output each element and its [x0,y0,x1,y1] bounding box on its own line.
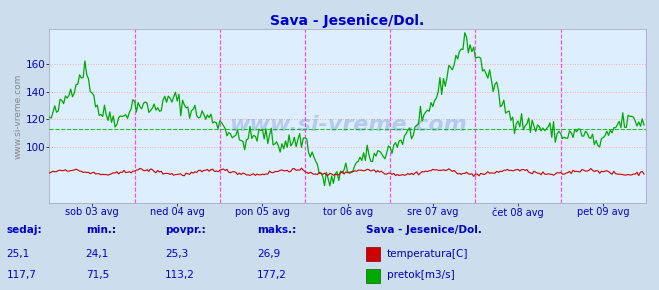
Text: pretok[m3/s]: pretok[m3/s] [387,270,455,280]
Text: 24,1: 24,1 [86,249,109,259]
Text: 113,2: 113,2 [165,270,194,280]
Text: 25,1: 25,1 [7,249,30,259]
Text: 71,5: 71,5 [86,270,109,280]
Y-axis label: www.si-vreme.com: www.si-vreme.com [14,73,22,159]
Text: temperatura[C]: temperatura[C] [387,249,469,259]
Text: 25,3: 25,3 [165,249,188,259]
Text: maks.:: maks.: [257,225,297,235]
Text: Sava - Jesenice/Dol.: Sava - Jesenice/Dol. [366,225,482,235]
Text: 26,9: 26,9 [257,249,280,259]
Text: sedaj:: sedaj: [7,225,42,235]
Text: www.si-vreme.com: www.si-vreme.com [229,115,467,135]
Text: 117,7: 117,7 [7,270,36,280]
Text: min.:: min.: [86,225,116,235]
Title: Sava - Jesenice/Dol.: Sava - Jesenice/Dol. [270,14,425,28]
Text: 177,2: 177,2 [257,270,287,280]
Text: povpr.:: povpr.: [165,225,206,235]
